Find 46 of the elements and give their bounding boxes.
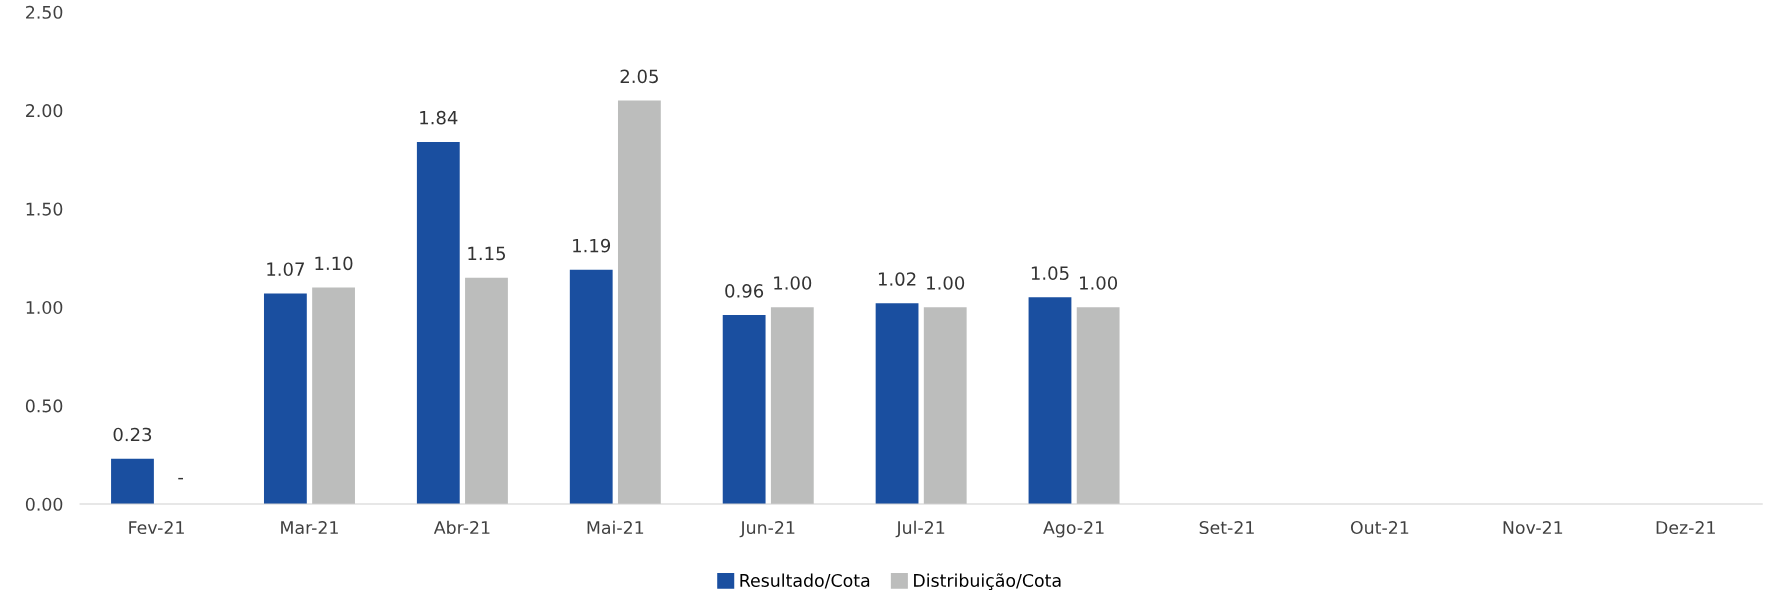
bar: [923, 307, 967, 504]
bar: [465, 277, 508, 504]
legend-label: Resultado/Cota: [740, 573, 870, 589]
x-tick-label: Set-21: [1199, 520, 1254, 535]
y-tick-label: 2.00: [26, 104, 63, 118]
x-tick-label: Abr-21: [433, 520, 490, 535]
data-label: 1.00: [774, 276, 812, 290]
x-tick-label: Mar-21: [281, 520, 338, 535]
data-label: 0.96: [725, 284, 764, 298]
data-label: 1.15: [468, 246, 505, 261]
bar: [875, 303, 919, 504]
data-label: 1.84: [420, 110, 458, 125]
data-label: 1.10: [315, 256, 353, 271]
bar: [111, 458, 154, 504]
legend-label: Distribuição/Cota: [914, 573, 1061, 591]
data-label: 1.07: [267, 262, 304, 277]
bar: [722, 315, 766, 504]
data-label: 1.02: [878, 272, 916, 286]
y-tick-label: 1.00: [26, 300, 63, 315]
y-tick-label: 2.50: [26, 5, 63, 19]
bar: [617, 100, 661, 504]
y-tick-label: 0.00: [25, 497, 63, 511]
data-label: 1.00: [1080, 276, 1118, 290]
annotation: -: [178, 477, 184, 480]
x-tick-label: Dez-21: [1656, 520, 1715, 535]
x-tick-label: Fev-21: [129, 520, 184, 535]
data-label: 2.05: [620, 69, 658, 84]
x-tick-label: Jul-21: [895, 520, 945, 538]
x-tick-label: Ago-21: [1043, 520, 1104, 538]
x-tick-label: Out-21: [1350, 520, 1409, 535]
bar: [416, 141, 460, 504]
bar: [1028, 297, 1072, 504]
y-tick-label: 1.50: [26, 202, 63, 216]
bar: [263, 293, 307, 504]
bar: [770, 307, 814, 504]
data-label: 1.19: [573, 238, 611, 253]
x-tick-label: Mai-21: [587, 520, 644, 535]
data-label: 1.05: [1031, 266, 1069, 280]
bar: [569, 269, 613, 504]
x-tick-label: Nov-21: [1503, 520, 1563, 535]
data-label: 1.00: [927, 276, 965, 290]
bar: [1076, 307, 1120, 504]
bar: [312, 287, 355, 504]
data-label: 0.23: [113, 427, 152, 442]
x-tick-label: Jun-21: [739, 520, 795, 538]
y-tick-label: 0.50: [25, 399, 63, 413]
